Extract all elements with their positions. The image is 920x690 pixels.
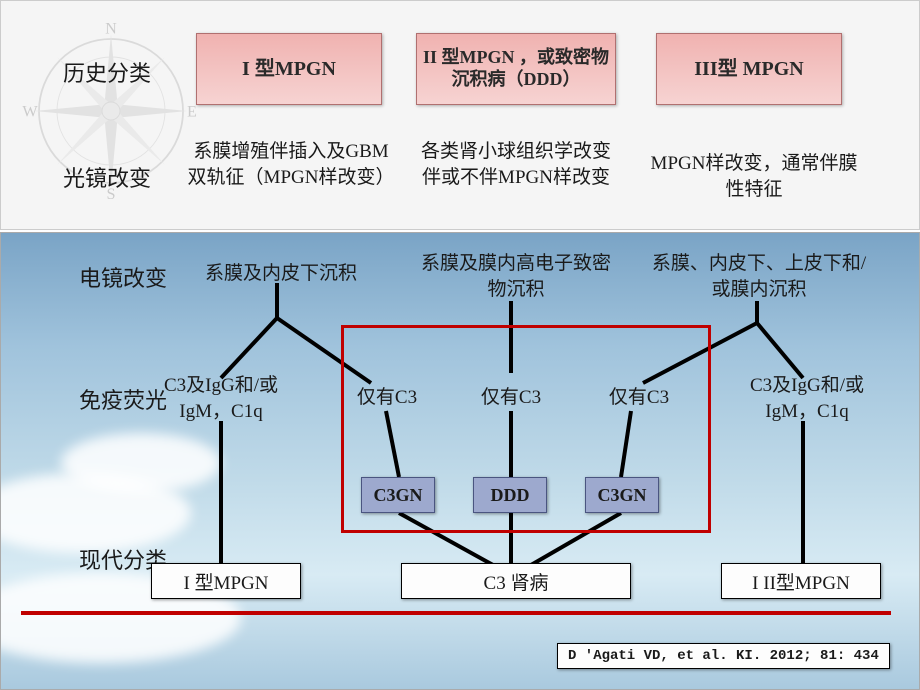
citation-box: D 'Agati VD, et al. KI. 2012; 81: 434 [557,643,890,669]
red-underline [21,611,891,615]
modern-c3: C3 肾病 [401,563,631,599]
bottom-panel: 电镜改变 免疫荧光 现代分类 系膜及内皮下沉积 系膜及膜内高电子致密物沉积 系膜… [0,232,920,690]
lm-c3: MPGN样改变，通常伴膜性特征 [649,151,859,202]
bluebox-c3gn-left: C3GN [361,477,435,513]
svg-text:W: W [22,102,38,120]
svg-text:E: E [187,102,197,120]
header-type1-text: I 型MPGN [242,57,336,81]
label-historical: 历史分类 [63,56,151,88]
em-c3: 系膜、内皮下、上皮下和/或膜内沉积 [649,251,869,302]
lm-c2: 各类肾小球组织学改变伴或不伴MPGN样改变 [416,139,616,190]
modern-type3: I II型MPGN [721,563,881,599]
modern-type1: I 型MPGN [151,563,301,599]
bluebox-ddd: DDD [473,477,547,513]
if-mid-right: 仅有C3 [599,385,679,411]
header-type2: II 型MPGN ，或致密物沉积病（DDD） [416,33,616,105]
header-type1: I 型MPGN [196,33,382,105]
em-c1: 系膜及内皮下沉积 [186,261,376,287]
header-type3: III型 MPGN [656,33,842,105]
lm-c1: 系膜增殖伴插入及GBM双轨征（MPGN样改变） [186,139,396,190]
header-type2-text: II 型MPGN ，或致密物沉积病（DDD） [417,47,615,90]
label-lm: 光镜改变 [63,161,151,193]
if-mid-left: 仅有C3 [347,385,427,411]
svg-text:N: N [105,21,117,38]
if-right: C3及IgG和/或IgM，C1q [727,373,887,424]
if-left: C3及IgG和/或IgM，C1q [141,373,301,424]
label-em: 电镜改变 [79,261,167,293]
em-c2: 系膜及膜内高电子致密物沉积 [416,251,616,302]
header-type3-text: III型 MPGN [694,57,803,81]
if-mid-center: 仅有C3 [471,385,551,411]
bluebox-c3gn-right: C3GN [585,477,659,513]
top-panel: N E S W 历史分类 光镜改变 I 型MPGN II 型MPGN ，或致密物… [0,0,920,230]
